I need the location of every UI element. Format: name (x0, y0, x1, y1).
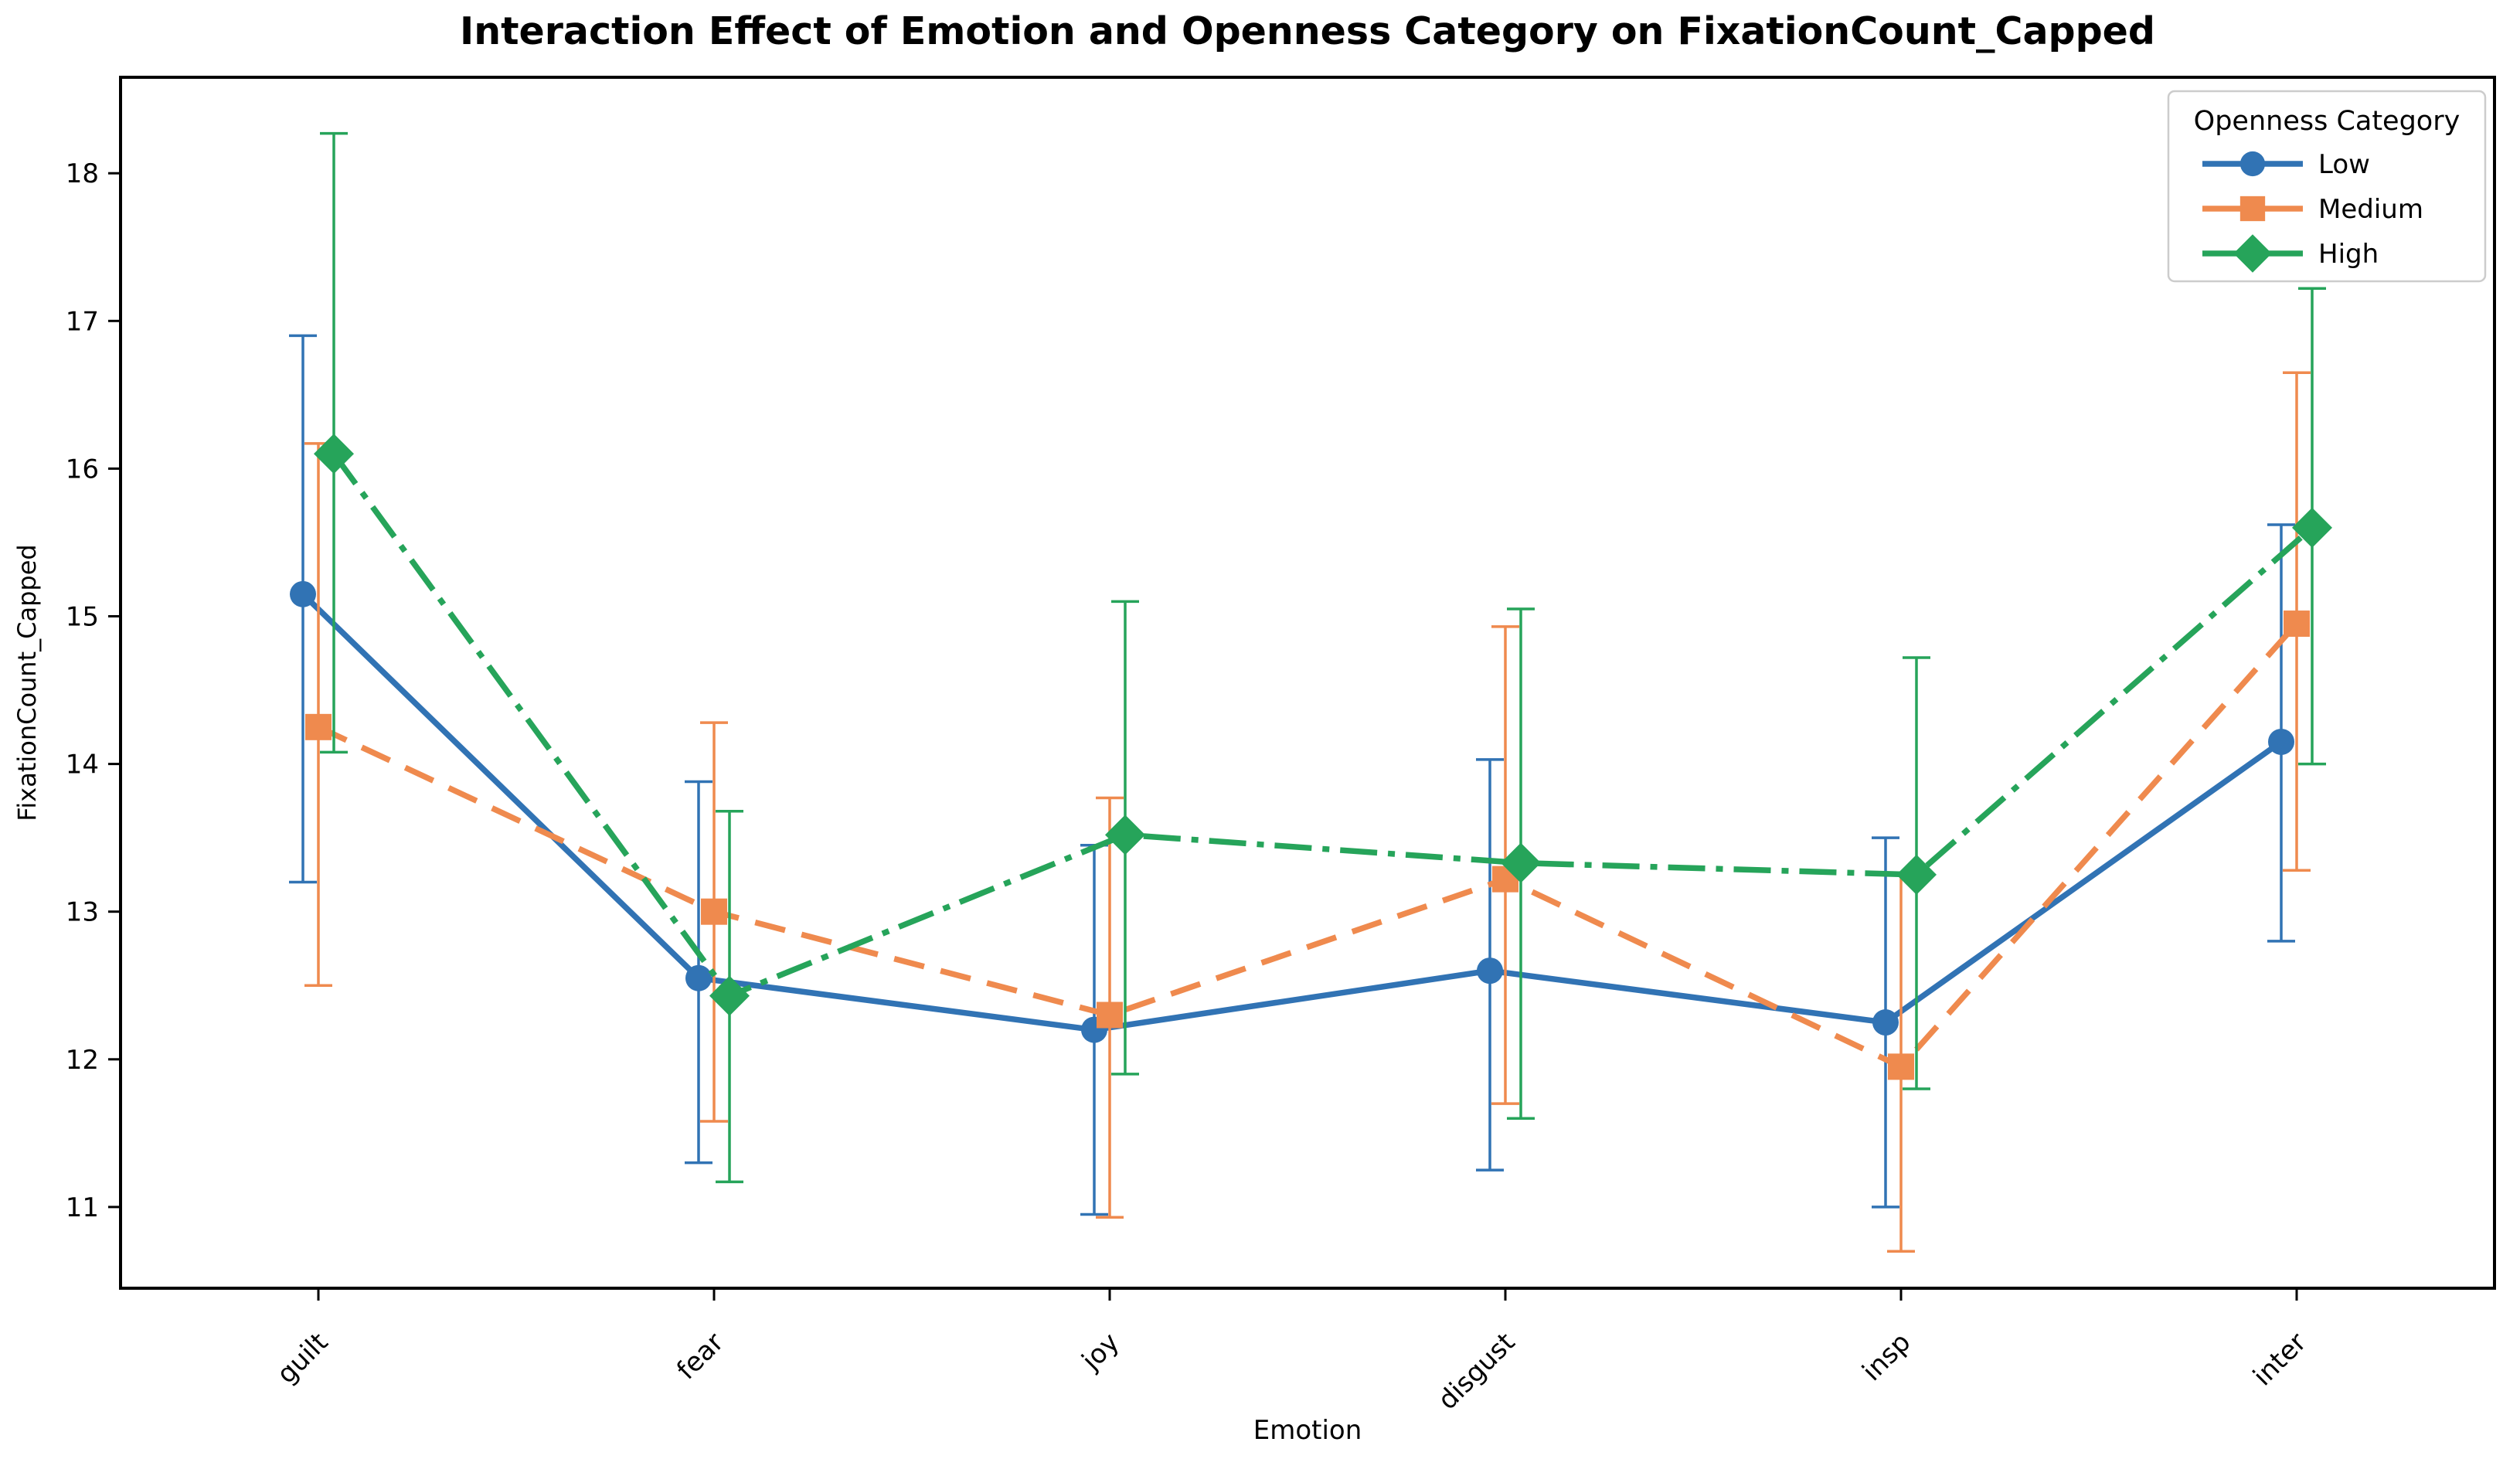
marker-circle (2239, 151, 2266, 177)
y-tick-label: 18 (66, 158, 99, 189)
legend-label-medium: Medium (2318, 194, 2423, 225)
series-high (314, 131, 2332, 1184)
y-tick-label: 17 (66, 306, 99, 337)
marker-circle (1477, 957, 1503, 985)
marker-square (2284, 610, 2310, 638)
y-tick-label: 13 (66, 897, 99, 928)
legend-label-high: High (2318, 239, 2379, 270)
marker-square (305, 713, 332, 740)
legend-box (2167, 90, 2487, 283)
x-axis-label: Emotion (1253, 1415, 1362, 1446)
marker-diamond (1105, 815, 1145, 855)
marker-diamond (2292, 507, 2332, 548)
marker-diamond (709, 975, 750, 1016)
y-tick-label: 11 (66, 1192, 99, 1223)
marker-square (2239, 196, 2266, 222)
marker-square (701, 898, 727, 925)
marker-circle (290, 580, 316, 607)
y-tick-label: 16 (66, 454, 99, 485)
legend: Openness Category Low Medium High (2167, 90, 2487, 283)
series-line-high (331, 452, 2314, 1000)
y-tick-label: 14 (66, 750, 99, 781)
marker-circle (1872, 1009, 1899, 1036)
marker-diamond (1501, 842, 1541, 883)
x-tick-label: fear (671, 1327, 729, 1386)
chart-title: Interaction Effect of Emotion and Openne… (460, 9, 2155, 53)
x-tick-label: insp (1856, 1327, 1916, 1387)
y-axis-label: FixationCount_Capped (12, 544, 42, 821)
x-tick-label: inter (2247, 1327, 2312, 1392)
legend-label-low: Low (2318, 149, 2370, 180)
marker-diamond (1896, 854, 1937, 895)
marker-diamond (314, 434, 354, 474)
legend-title: Openness Category (2194, 106, 2460, 137)
x-tick-label: guilt (271, 1327, 335, 1390)
y-tick-label: 15 (66, 602, 99, 633)
x-tick-label: joy (1076, 1327, 1126, 1377)
marker-square (1097, 1002, 1123, 1029)
series-medium (304, 371, 2311, 1253)
y-tick-label: 12 (66, 1045, 99, 1076)
x-tick-label: disgust (1432, 1327, 1521, 1416)
plot-frame (119, 76, 2496, 1290)
marker-circle (2268, 728, 2294, 755)
series-low (289, 334, 2295, 1216)
series-line-low (301, 592, 2284, 1033)
marker-circle (685, 964, 712, 991)
marker-diamond (2233, 234, 2272, 273)
marker-square (1888, 1053, 1914, 1080)
